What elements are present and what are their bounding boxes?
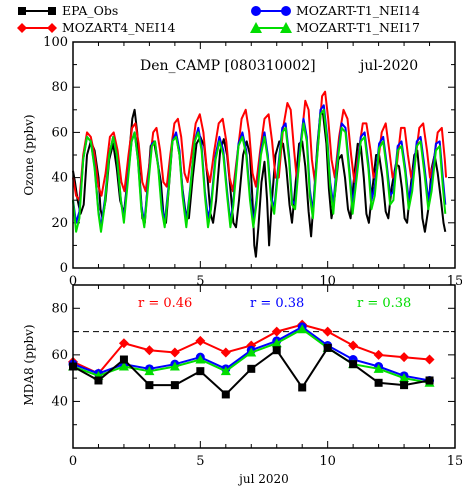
ozone-y-tick-label: 100 — [43, 35, 68, 50]
ozone-y-axis-label: Ozone (ppbv) — [22, 114, 36, 195]
mda8-point-epa-obs — [374, 378, 383, 387]
ozone-x-tick-label: 0 — [69, 274, 77, 289]
mda8-point-mozart-t1-nei17 — [169, 361, 180, 371]
mda8-point-mozart4-nei14 — [195, 335, 206, 346]
ozone-series — [72, 90, 448, 258]
mda8-x-tick-label: 10 — [319, 454, 336, 469]
mda8-point-mozart-t1-nei17 — [373, 363, 384, 373]
mda8-point-epa-obs — [323, 343, 332, 352]
mda8-point-mozart-t1-nei17 — [144, 366, 155, 376]
ozone-y-tick-label: 60 — [51, 125, 68, 140]
mda8-point-epa-obs — [425, 376, 434, 385]
mda8-y-tick-label: 60 — [51, 348, 68, 363]
mda8-point-mozart-t1-nei17 — [220, 366, 231, 376]
mda8-point-epa-obs — [119, 355, 128, 364]
correlation-mozart-t1-nei14: r = 0.38 — [250, 296, 304, 311]
mda8-point-mozart-t1-nei17 — [297, 324, 308, 334]
ozone-y-tick-label: 20 — [51, 216, 68, 231]
mda8-point-mozart-t1-nei17 — [118, 361, 129, 371]
correlation-mozart4-nei14: r = 0.46 — [138, 296, 192, 311]
mda8-point-mozart-t1-nei17 — [399, 373, 410, 383]
correlation-mozart-t1-nei17: r = 0.38 — [357, 296, 411, 311]
mda8-point-epa-obs — [349, 360, 358, 369]
legend-label-mozart-t1-nei17: MOZART-T1_NEI17 — [296, 20, 420, 35]
legend-label-mozart4-nei14: MOZART4_NEI14 — [62, 20, 175, 35]
ozone-series-mozart-t1-nei17 — [72, 108, 447, 233]
mda8-point-mozart4-nei14 — [399, 352, 410, 363]
mda8-y-tick-label: 40 — [51, 394, 68, 409]
legend-label-mozart-t1-nei14: MOZART-T1_NEI14 — [296, 3, 420, 18]
legend-marker-mozart-t1-nei14 — [281, 6, 291, 16]
mda8-point-mozart4-nei14 — [424, 354, 435, 365]
mda8-point-epa-obs — [247, 364, 256, 373]
mda8-series-epa-obs — [69, 343, 434, 399]
mda8-y-tick-label: 80 — [51, 301, 68, 316]
mda8-point-epa-obs — [170, 381, 179, 390]
legend-entry-mozart-t1-nei14: MOZART-T1_NEI14 — [251, 3, 420, 18]
ozone-series-mozart4-nei14 — [72, 90, 448, 202]
legend-marker-mozart-t1-nei17 — [280, 22, 292, 33]
mda8-point-mozart4-nei14 — [144, 345, 155, 356]
mda8-plot-frame — [72, 284, 456, 449]
chart-title: Den_CAMP [080310002] — [140, 58, 316, 74]
legend: EPA_Obs MOZART-T1_NEI14 MOZART4_NEI14 MO… — [17, 3, 420, 35]
mda8-point-epa-obs — [221, 390, 230, 399]
mda8-point-mozart-t1-nei17 — [246, 347, 257, 357]
legend-marker-epa-obs — [18, 7, 26, 15]
legend-marker-mozart4-nei14 — [47, 23, 57, 33]
mda8-point-mozart4-nei14 — [348, 340, 359, 351]
mda8-x-tick-label: 0 — [69, 454, 77, 469]
mda8-point-mozart4-nei14 — [373, 349, 384, 360]
ozone-series-epa-obs — [72, 108, 447, 258]
mda8-point-epa-obs — [196, 367, 205, 376]
mda8-point-mozart4-nei14 — [271, 326, 282, 337]
legend-entry-mozart-t1-nei17: MOZART-T1_NEI17 — [250, 20, 420, 35]
legend-entry-mozart4-nei14: MOZART4_NEI14 — [17, 20, 175, 35]
mda8-point-mozart-t1-nei17 — [195, 354, 206, 364]
ozone-x-tick-label: 5 — [196, 274, 204, 289]
legend-marker-mozart-t1-nei17 — [250, 22, 262, 33]
ozone-y-tick-label: 80 — [51, 80, 68, 95]
mda8-point-mozart4-nei14 — [169, 347, 180, 358]
legend-label-epa-obs: EPA_Obs — [62, 3, 118, 18]
mda8-point-epa-obs — [400, 381, 409, 390]
chart-subtitle: jul-2020 — [358, 58, 418, 74]
mda8-x-tick-label: 15 — [447, 454, 462, 469]
mda8-x-tick-label: 5 — [196, 454, 204, 469]
ozone-plot-frame — [72, 41, 456, 269]
mda8-point-epa-obs — [94, 376, 103, 385]
mda8-y-axis-label: MDA8 (ppbv) — [22, 324, 36, 405]
mda8-point-epa-obs — [145, 381, 154, 390]
mda8-point-mozart4-nei14 — [322, 326, 333, 337]
mda8-point-mozart4-nei14 — [220, 347, 231, 358]
legend-marker-mozart4-nei14 — [17, 23, 27, 33]
ozone-y-tick-label: 0 — [60, 261, 68, 276]
mda8-point-epa-obs — [298, 383, 307, 392]
ozone-y-tick-label: 40 — [51, 171, 68, 186]
legend-marker-epa-obs — [48, 7, 56, 15]
legend-marker-mozart-t1-nei14 — [251, 6, 261, 16]
mda8-point-mozart4-nei14 — [118, 338, 129, 349]
mda8-series — [68, 319, 435, 399]
mda8-point-mozart-t1-nei17 — [271, 338, 282, 348]
legend-entry-epa-obs: EPA_Obs — [18, 3, 118, 18]
mda8-point-epa-obs — [272, 346, 281, 355]
mda8-x-axis-label: jul 2020 — [237, 472, 289, 486]
